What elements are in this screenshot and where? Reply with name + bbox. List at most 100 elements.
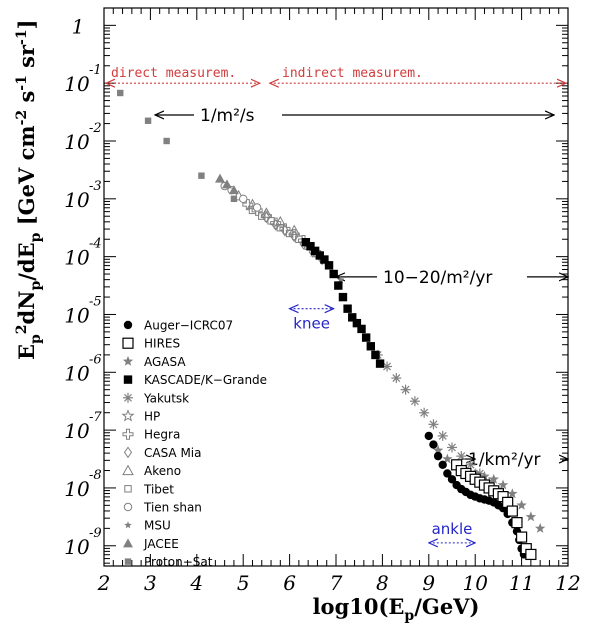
data-point [329,269,338,279]
legend-marker [123,538,133,548]
legend-marker [123,502,133,512]
legend-marker [122,428,134,440]
data-point [375,359,385,368]
data-point [409,396,420,407]
data-point [366,342,375,351]
data-point [274,215,287,227]
annotations: direct measurem. indirect measurem. 1/m²/s… [106,66,568,543]
data-point [534,522,546,533]
legend-marker [123,446,133,459]
legend: Auger−ICRC07 HIRES AGASA KASCADE/K−Grande Ya… [121,319,267,569]
y-tick-label-exponent: -3 [89,179,102,194]
data-point [447,442,457,453]
y-tick-label-base: 10 [64,72,90,96]
legend-marker [123,392,133,403]
data-point [432,444,444,455]
data-point [310,246,320,256]
data-point [348,313,357,322]
flux-1-label: 1/m²/s [200,106,255,126]
legend-item: KASCADE/K−Grande [123,373,267,387]
x-tick-label: 3 [144,571,157,595]
y-tick-label-base: 10 [64,246,90,270]
data-point [221,179,232,189]
legend-marker [121,409,135,422]
legend-marker [123,375,133,384]
legend-label: Tien shan [143,501,202,515]
data-point [419,407,430,418]
data-point [525,548,537,561]
data-point [437,430,448,441]
x-tick-label: 2 [97,571,111,595]
y-tick-label-base: 10 [64,361,90,385]
legend-item: Tien shan [123,501,202,515]
data-point [361,333,371,342]
data-point [429,440,438,449]
data-points [117,89,546,561]
x-tick-label: 10 [462,571,488,595]
legend-label: AGASA [144,355,186,369]
legend-item: AGASA [122,355,186,369]
data-point [198,172,205,179]
legend-item: Yakutsk [123,391,189,405]
series-jacee [215,173,239,195]
y-axis-ticks: 110-110-210-310-410-510-610-710-810-9 [64,14,568,564]
flux-2-label: 10−20/m²/yr [383,268,492,288]
data-point [280,224,290,237]
legend-label: KASCADE/K−Grande [144,373,267,387]
data-point [301,237,311,247]
series-proton-sat [117,89,238,203]
x-tick-label: 11 [509,571,534,595]
data-point [433,451,443,461]
data-point [428,419,439,430]
y-tick-label-exponent: -9 [89,526,102,541]
y-tick-label-exponent: -5 [89,294,102,309]
data-point [343,304,352,313]
legend-item: Tibet [124,482,174,496]
series-hires [451,459,537,561]
flux-3-label: 1/km²/yr [468,450,541,470]
data-point [276,224,285,232]
data-point [443,469,452,478]
data-point [315,251,324,260]
y-tick-label-exponent: -4 [89,237,102,252]
data-point [479,470,490,481]
y-tick-label-base: 10 [64,130,90,154]
legend-marker [122,464,134,476]
legend-marker [124,558,132,565]
legend-item: HIRES [122,337,180,351]
x-axis-ticks: 2 3 4 5 6 7 8 9 10 11 12 [97,8,581,595]
data-point [258,212,266,220]
data-point [357,324,366,334]
legend-label: Yakutsk [143,391,189,405]
data-point [438,460,447,470]
data-point [400,384,411,395]
y-tick-label-exponent: -7 [89,410,102,425]
knee-label: knee [293,315,330,333]
x-tick-label: 8 [376,571,389,595]
legend-marker [123,320,133,330]
legend-item: Hegra [122,428,180,442]
x-tick-label: 5 [237,571,250,595]
data-point [285,229,294,238]
indirect-label: indirect measurem. [282,66,423,81]
data-point [117,89,124,97]
x-tick-label: 4 [189,571,203,595]
data-point [215,173,225,183]
legend-item: Akeno [122,464,181,478]
legend-item: CASA Mia [123,446,202,460]
y-tick-label-exponent: -6 [89,352,102,367]
data-point [239,194,248,204]
data-point [515,531,528,543]
legend-item: Proton−Sat [124,555,213,569]
data-point [511,517,523,529]
legend-label: HP [144,410,160,424]
x-axis-title: log10(Ep/GeV) [313,594,480,624]
data-point [163,137,170,145]
data-point [442,453,453,464]
direct-label: direct measurem. [111,66,236,81]
y-tick-label-exponent: -2 [89,121,102,136]
data-point [382,361,393,372]
data-point [334,281,343,290]
data-point [338,292,348,302]
